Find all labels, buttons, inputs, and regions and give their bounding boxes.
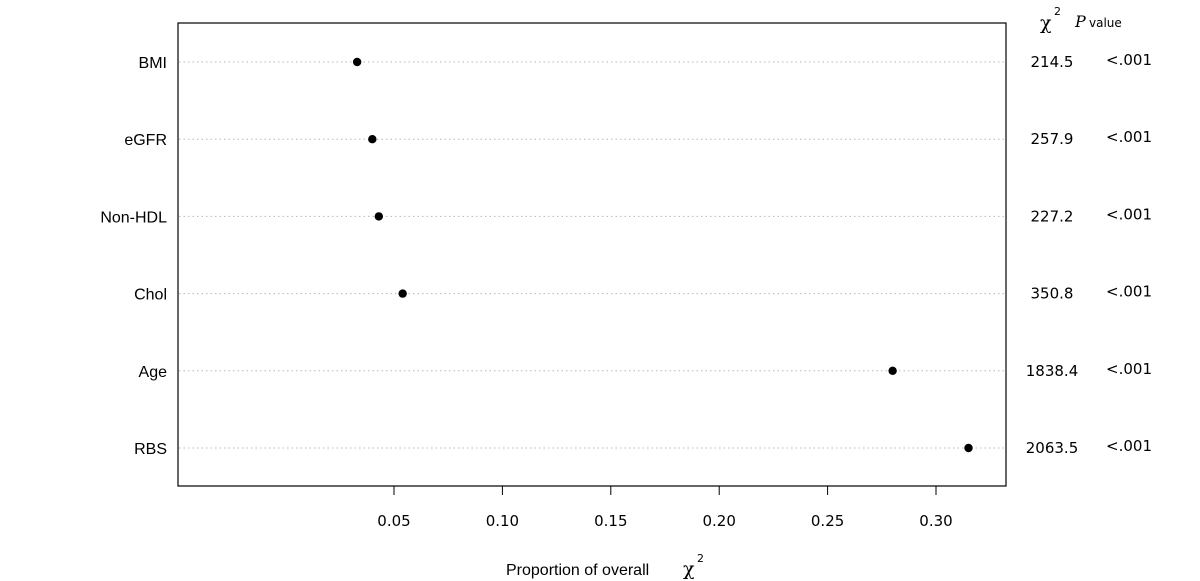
chi2-value: 350.8 xyxy=(1031,285,1074,303)
x-tick-label: 0.20 xyxy=(702,512,735,530)
data-point xyxy=(352,57,362,67)
row-label: Age xyxy=(139,364,168,381)
chi2-value: 2063.5 xyxy=(1026,439,1079,457)
x-tick-label: 0.05 xyxy=(377,512,410,530)
p-value: <.001 xyxy=(1106,205,1152,223)
chi2-value: 227.2 xyxy=(1031,207,1074,225)
p-value-column: <.001 <.001 <.001 <.001 <.001 <.001 xyxy=(1106,51,1152,455)
p-value: <.001 xyxy=(1106,128,1152,146)
chi2-value: 214.5 xyxy=(1031,53,1074,71)
p-value-column-header: P value xyxy=(1074,12,1122,31)
x-tick-label: 0.15 xyxy=(594,512,627,530)
chi2-header-symbol: χ xyxy=(1040,12,1052,34)
row-label: Non-HDL xyxy=(100,209,167,226)
p-header-rest: value xyxy=(1089,16,1122,30)
x-axis-title: Proportion of overall χ 2 xyxy=(506,552,704,580)
p-value: <.001 xyxy=(1106,360,1152,378)
row-label: RBS xyxy=(134,441,167,458)
p-value: <.001 xyxy=(1106,51,1152,69)
x-axis-title-text: Proportion of overall xyxy=(506,562,649,579)
row-label: Chol xyxy=(134,287,167,304)
plot-frame xyxy=(177,22,1007,487)
data-point xyxy=(888,366,897,375)
p-value: <.001 xyxy=(1106,437,1152,455)
row-label: BMI xyxy=(139,55,167,72)
x-tick-label: 0.10 xyxy=(486,512,519,530)
chi2-column: 214.5 257.9 227.2 350.8 1838.4 2063.5 xyxy=(1026,53,1079,457)
x-tick-label: 0.30 xyxy=(919,512,952,530)
data-point xyxy=(964,443,973,453)
chi2-value: 1838.4 xyxy=(1026,362,1079,380)
x-axis: 0.05 0.10 0.15 0.20 0.25 0.30 xyxy=(377,485,953,530)
row-label: eGFR xyxy=(124,132,167,149)
data-point xyxy=(368,135,377,144)
data-point xyxy=(374,212,384,221)
data-points xyxy=(352,57,973,453)
x-axis-title-symbol: χ xyxy=(683,558,695,580)
chi2-column-header: χ 2 xyxy=(1040,5,1061,34)
chi2-header-superscript: 2 xyxy=(1054,5,1061,18)
row-labels: BMI eGFR Non-HDL Chol Age RBS xyxy=(100,55,167,458)
p-header-italic: P xyxy=(1074,12,1086,31)
chi2-value: 257.9 xyxy=(1031,130,1074,148)
x-tick-label: 0.25 xyxy=(811,512,844,530)
x-axis-title-superscript: 2 xyxy=(697,552,704,565)
p-value: <.001 xyxy=(1106,283,1152,301)
row-gridlines xyxy=(179,61,1005,449)
data-point xyxy=(398,289,407,298)
